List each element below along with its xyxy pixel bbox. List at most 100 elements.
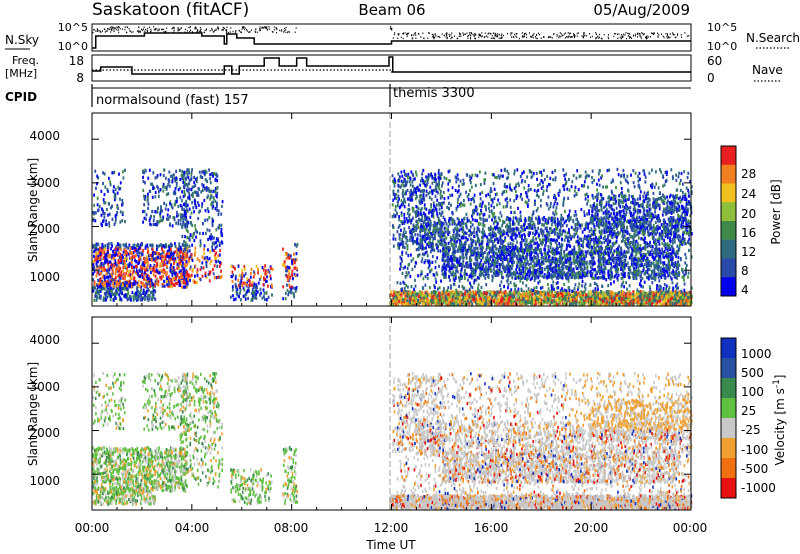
data-cell [234, 274, 237, 278]
nsearch-dot [203, 31, 205, 34]
data-cell [216, 208, 219, 212]
data-cell [132, 295, 135, 299]
data-cell [164, 176, 167, 180]
data-cell [201, 261, 204, 265]
nsearch-dot [287, 30, 289, 33]
nsearch-dot [536, 37, 538, 40]
data-cell [508, 297, 510, 301]
beam-title: Beam 06 [358, 1, 425, 19]
data-cell [151, 292, 154, 296]
nsearch-dot [629, 33, 631, 35]
data-cell [151, 210, 154, 214]
nsearch-dot [501, 33, 503, 35]
data-cell [126, 251, 128, 255]
data-cell [129, 282, 132, 286]
data-cell [197, 193, 200, 198]
data-cell [161, 251, 164, 255]
nsearch-dot [107, 28, 109, 30]
data-cell [100, 287, 103, 291]
data-cell [161, 259, 163, 263]
data-cell [103, 275, 106, 279]
data-cell [448, 294, 451, 299]
data-cell [446, 296, 449, 300]
data-cell [97, 209, 99, 213]
data-cell [100, 189, 103, 193]
data-cell [98, 272, 101, 276]
cpid-label: CPID [5, 90, 37, 104]
data-cell [185, 209, 188, 213]
nsearch-dot [479, 34, 481, 37]
data-cell [125, 266, 127, 270]
data-cell [112, 270, 115, 274]
data-cell [661, 297, 664, 301]
nsearch-dot [110, 28, 112, 31]
data-cell [92, 244, 94, 248]
data-cell [234, 297, 237, 301]
data-cell [195, 190, 197, 194]
nsearch-dot [556, 35, 558, 37]
data-cell [216, 244, 219, 248]
nsearch-dot [680, 34, 682, 36]
data-cell [101, 279, 104, 284]
data-cell [170, 247, 172, 252]
nsearch-dot [513, 36, 515, 39]
data-cell [197, 203, 200, 207]
nsearch-dot [254, 30, 256, 32]
data-cell [181, 224, 183, 228]
data-cell [622, 294, 625, 298]
nsearch-dot [241, 28, 243, 30]
data-cell [454, 292, 457, 296]
data-cell [113, 255, 116, 259]
data-cell [191, 200, 193, 205]
data-cell [208, 189, 211, 193]
nsearch-dot [189, 26, 191, 28]
data-cell [183, 189, 186, 194]
data-cell [100, 261, 103, 266]
data-cell [645, 300, 648, 305]
data-cell [93, 254, 95, 258]
data-cell [93, 211, 96, 215]
data-cell [153, 265, 156, 269]
data-cell [418, 293, 421, 297]
data-cell [683, 299, 686, 304]
data-cell [171, 273, 174, 277]
data-cell [499, 298, 502, 302]
nsearch-dot [186, 30, 188, 32]
data-cell [238, 273, 241, 278]
data-cell [125, 257, 128, 261]
data-cell [143, 203, 146, 207]
nsearch-dot [285, 29, 287, 31]
nsearch-dot [128, 28, 130, 30]
data-cell [613, 293, 616, 297]
data-cell [126, 273, 129, 278]
nsearch-dot [171, 27, 173, 30]
nsearch-dot [585, 35, 587, 37]
nsearch-dot [607, 34, 609, 36]
data-cell [123, 283, 126, 287]
nsearch-dot [433, 35, 435, 37]
nsearch-dot [460, 33, 462, 35]
data-cell [294, 243, 297, 247]
nsearch-dot [268, 26, 270, 28]
data-cell [131, 251, 133, 255]
data-cell [204, 186, 206, 190]
data-cell [168, 248, 171, 253]
data-cell [220, 230, 223, 234]
nsearch-dot [99, 30, 101, 32]
data-cell [207, 187, 209, 191]
nsearch-dot [446, 32, 448, 34]
data-cell [646, 298, 649, 302]
data-cell [257, 267, 259, 272]
data-cell [119, 259, 122, 263]
data-cell [265, 279, 268, 283]
nsearch-dot [674, 36, 676, 39]
data-cell [99, 255, 102, 259]
data-cell [127, 291, 130, 295]
data-cell [685, 296, 688, 300]
data-cell [162, 218, 164, 222]
data-cell [177, 252, 180, 256]
nsearch-dot [495, 32, 497, 35]
data-cell [112, 190, 115, 194]
nsearch-dot [621, 37, 623, 39]
nsearch-dot [564, 37, 566, 39]
